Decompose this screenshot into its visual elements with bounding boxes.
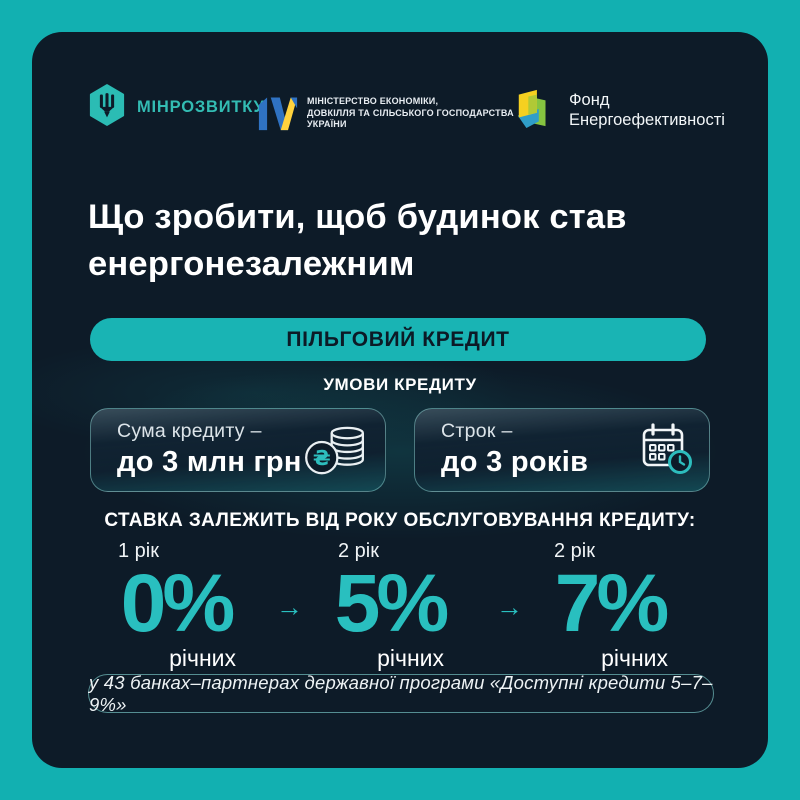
svg-text:₴: ₴ bbox=[313, 446, 331, 470]
rate-year-label: 2 рік bbox=[554, 540, 595, 562]
conditions-title: УМОВИ КРЕДИТУ bbox=[323, 375, 477, 394]
rate-suffix-label: річних bbox=[377, 645, 444, 671]
rate-year-2: 2 рік 5% річних bbox=[332, 540, 450, 672]
page-title: Що зробити, щоб будинок став енергонезал… bbox=[88, 198, 627, 283]
trident-hexagon-icon bbox=[88, 84, 126, 131]
rate-percent-value: 5% bbox=[334, 558, 450, 649]
rate-year-1: 1 рік 0% річних bbox=[112, 540, 240, 672]
ministry-mark-icon bbox=[258, 92, 298, 137]
minrozvytku-logo: МІНРОЗВИТКУ bbox=[88, 84, 265, 131]
rate-year-3: 2 рік 7% річних bbox=[548, 540, 672, 672]
fund-name: Фонд Енергоефективності bbox=[569, 91, 725, 130]
rate-suffix-label: річних bbox=[169, 645, 236, 671]
rate-percent-value: 0% bbox=[120, 558, 236, 649]
ministry-name-line2: ДОВКІЛЛЯ ТА СІЛЬСЬКОГО ГОСПОДАРСТВА bbox=[307, 107, 514, 118]
rate-year-label: 1 рік bbox=[118, 540, 159, 562]
rate-percent-value: 7% bbox=[554, 558, 670, 649]
rate-year-label: 2 рік bbox=[338, 540, 379, 562]
ministry-name: МІНІСТЕРСТВО ЕКОНОМІКИ, ДОВКІЛЛЯ ТА СІЛЬ… bbox=[307, 96, 514, 131]
main-panel: МІНРОЗВИТКУ МІНІСТЕРСТВО ЕКОНОМІКИ, ДОВК… bbox=[32, 32, 768, 768]
fund-cube-icon bbox=[514, 86, 556, 135]
fund-name-line1: Фонд bbox=[569, 91, 610, 109]
calendar-clock-icon bbox=[637, 421, 695, 484]
loan-amount-card: Сума кредиту – до 3 млн грн ₴ bbox=[90, 408, 386, 492]
coins-hryvnia-icon: ₴ bbox=[301, 422, 369, 485]
rate-suffix-label: річних bbox=[601, 645, 668, 671]
rates-title: СТАВКА ЗАЛЕЖИТЬ ВІД РОКУ ОБСЛУГОВУВАННЯ … bbox=[104, 510, 696, 531]
ministry-name-line3: УКРАЇНИ bbox=[307, 119, 347, 129]
credit-badge[interactable]: ПІЛЬГОВИЙ КРЕДИТ bbox=[90, 318, 706, 361]
minrozvytku-label: МІНРОЗВИТКУ bbox=[137, 98, 265, 116]
fund-logo: Фонд Енергоефективності bbox=[514, 86, 725, 135]
loan-amount-label: Сума кредиту – bbox=[117, 420, 262, 442]
loan-term-card: Строк – до 3 років bbox=[414, 408, 710, 492]
loan-term-value: до 3 років bbox=[441, 446, 589, 478]
loan-amount-value: до 3 млн грн bbox=[117, 446, 302, 478]
arrow-right-icon: → bbox=[276, 592, 303, 622]
loan-term-label: Строк – bbox=[441, 420, 513, 442]
arrow-right-icon: → bbox=[496, 592, 523, 622]
fund-name-line2: Енергоефективності bbox=[569, 110, 725, 129]
ministry-logo: МІНІСТЕРСТВО ЕКОНОМІКИ, ДОВКІЛЛЯ ТА СІЛЬ… bbox=[258, 92, 514, 137]
partner-banks-note: у 43 банках–партнерах державної програми… bbox=[88, 671, 714, 715]
ministry-name-line1: МІНІСТЕРСТВО ЕКОНОМІКИ, bbox=[307, 96, 439, 106]
